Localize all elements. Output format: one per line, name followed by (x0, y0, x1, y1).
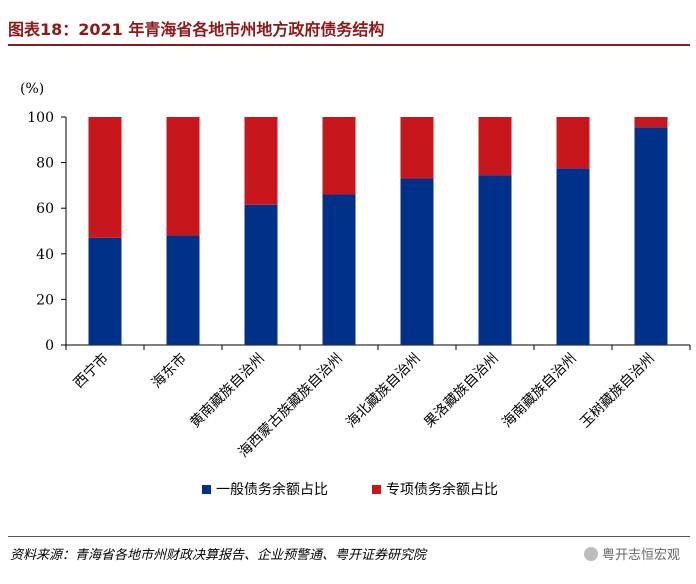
legend-swatch (372, 485, 381, 494)
bar-special-debt (166, 117, 200, 236)
bar-general-debt (166, 235, 200, 345)
bar-general-debt (88, 237, 122, 345)
x-tick-label: 海南藏族自治州 (499, 351, 580, 432)
bar-general-debt (322, 194, 356, 345)
title-bar: 图表18：2021 年青海省各地市州地方政府债务结构 (8, 14, 690, 46)
source-note: 资料来源：青海省各地市州财政决算报告、企业预警通、粤开证券研究院 (10, 548, 427, 563)
legend-label: 专项债务余额占比 (386, 481, 498, 498)
chart-title: 图表18：2021 年青海省各地市州地方政府债务结构 (8, 20, 385, 39)
y-tick-label: 80 (36, 156, 54, 172)
wechat-icon (583, 547, 598, 561)
y-tick-label: 100 (27, 110, 54, 126)
x-tick-label: 玉树藏族自治州 (577, 351, 658, 432)
watermark-text: 粤开志恒宏观 (601, 548, 680, 563)
y-tick-label: 0 (45, 338, 54, 354)
x-tick-label: 西宁市 (70, 350, 112, 392)
y-axis-label: (%) (20, 81, 44, 97)
bar-special-debt (478, 117, 512, 176)
x-tick-label: 海北藏族自治州 (343, 351, 424, 432)
y-tick-label: 20 (36, 292, 54, 308)
watermark: 粤开志恒宏观 (577, 542, 686, 565)
bar-special-debt (322, 117, 356, 195)
bar-special-debt (634, 117, 668, 128)
x-tick-label: 海东市 (148, 350, 190, 392)
bar-special-debt (88, 117, 122, 238)
bar-general-debt (244, 204, 278, 345)
legend-swatch (202, 485, 211, 494)
bar-general-debt (478, 175, 512, 345)
bar-special-debt (556, 117, 590, 169)
x-tick-label: 果洛藏族自治州 (421, 351, 502, 432)
y-tick-label: 40 (36, 247, 54, 263)
bar-general-debt (556, 168, 590, 345)
bar-general-debt (400, 178, 434, 345)
y-tick-label: 60 (36, 201, 54, 217)
bar-special-debt (400, 117, 434, 179)
bar-general-debt (634, 127, 668, 345)
legend-label: 一般债务余额占比 (216, 481, 328, 498)
source-divider (8, 536, 690, 537)
x-tick-label: 黄南藏族自治州 (187, 350, 268, 431)
bar-special-debt (244, 117, 278, 205)
